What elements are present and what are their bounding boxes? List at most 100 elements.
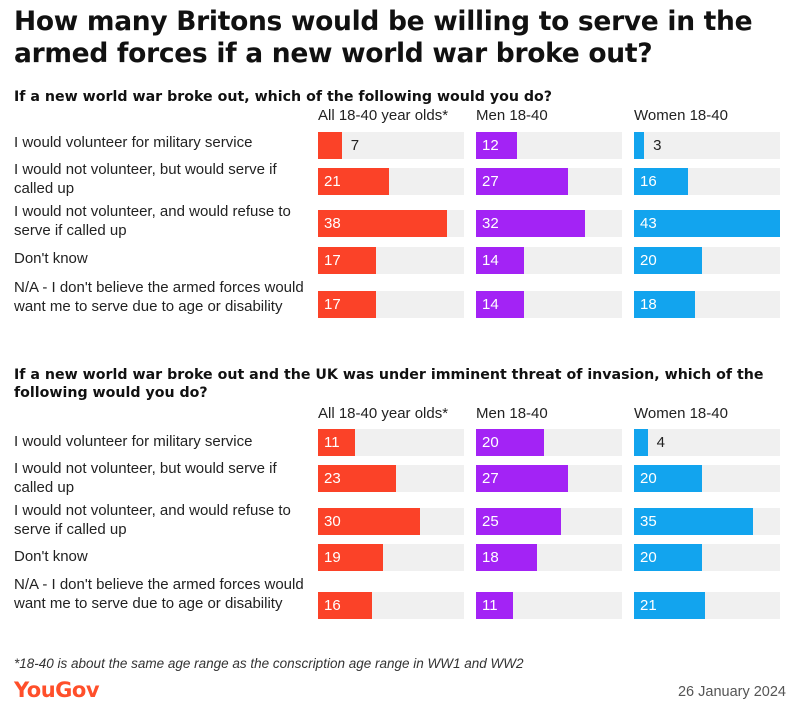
bar-women <box>634 592 706 619</box>
data-label: 20 <box>640 252 657 269</box>
bar-track: 11 <box>476 592 622 619</box>
bar-women <box>634 429 648 456</box>
data-label: 43 <box>640 215 657 232</box>
bar-track: 19 <box>318 544 464 571</box>
data-label: 21 <box>324 173 341 190</box>
data-label: 35 <box>640 513 657 530</box>
bar-all <box>318 132 342 159</box>
row-label: I would not volunteer, and would refuse … <box>14 502 291 538</box>
bar-all <box>318 429 356 456</box>
bar-all <box>318 508 420 535</box>
bar-women <box>634 210 780 237</box>
data-label: 30 <box>324 513 341 530</box>
row-label: I would volunteer for military service <box>14 134 253 151</box>
publish-date: 26 January 2024 <box>677 684 786 700</box>
data-label: 25 <box>482 513 499 530</box>
row-label: Don't know <box>14 548 88 565</box>
bar-men <box>476 544 538 571</box>
bar-women <box>634 291 696 318</box>
yougov-logo: YouGov <box>14 678 100 702</box>
bar-track: 30 <box>318 508 464 535</box>
bar-all <box>318 544 383 571</box>
bar-track: 7 <box>318 132 464 159</box>
data-label: 11 <box>482 597 498 614</box>
bar-women <box>634 544 702 571</box>
bar-track: 3 <box>634 132 780 159</box>
row-label: N/A - I don't believe the armed forces w… <box>14 279 304 315</box>
bar-men <box>476 247 524 274</box>
column-header-men: Men 18-40 <box>476 107 548 124</box>
bar-track: 16 <box>634 168 780 195</box>
bar-track: 20 <box>634 544 780 571</box>
bar-track: 4 <box>634 429 780 456</box>
bar-women <box>634 168 689 195</box>
bar-track: 17 <box>318 291 464 318</box>
bar-track: 38 <box>318 210 464 237</box>
row-label: I would not volunteer, but would serve i… <box>14 460 277 496</box>
question-heading: If a new world war broke out and the UK … <box>14 367 764 401</box>
data-label: 38 <box>324 215 341 232</box>
bar-track: 14 <box>476 247 622 274</box>
bar-track: 20 <box>634 465 780 492</box>
bar-women <box>634 465 702 492</box>
bar-all <box>318 210 448 237</box>
row-label: I would volunteer for military service <box>14 433 253 450</box>
bar-women <box>634 508 753 535</box>
row-label: I would not volunteer, but would serve i… <box>14 161 277 197</box>
data-label: 27 <box>482 470 499 487</box>
bar-men <box>476 592 514 619</box>
data-label: 7 <box>350 137 360 154</box>
bar-track: 27 <box>476 465 622 492</box>
data-label: 20 <box>640 470 657 487</box>
data-label: 27 <box>482 173 499 190</box>
footnote: *18-40 is about the same age range as th… <box>14 656 524 671</box>
bar-track: 27 <box>476 168 622 195</box>
bar-track: 20 <box>634 247 780 274</box>
bar-track: 12 <box>476 132 622 159</box>
data-label: 16 <box>640 173 657 190</box>
data-label: 32 <box>482 215 499 232</box>
data-label: 14 <box>482 296 499 313</box>
bar-track: 23 <box>318 465 464 492</box>
data-label: 11 <box>324 434 340 451</box>
bar-track: 11 <box>318 429 464 456</box>
data-label: 4 <box>656 434 665 451</box>
data-label: 12 <box>482 137 499 154</box>
bar-track: 20 <box>476 429 622 456</box>
data-label: 19 <box>324 549 341 566</box>
bar-track: 21 <box>318 168 464 195</box>
data-label: 23 <box>324 470 341 487</box>
data-label: 20 <box>482 434 499 451</box>
bar-all <box>318 592 373 619</box>
bar-all <box>318 247 376 274</box>
column-header-women: Women 18-40 <box>634 107 728 124</box>
column-header-men: Men 18-40 <box>476 405 548 422</box>
data-label: 14 <box>482 252 499 269</box>
data-label: 16 <box>324 597 341 614</box>
bar-women <box>634 132 645 159</box>
bar-men <box>476 168 568 195</box>
data-label: 17 <box>324 296 341 313</box>
row-label: Don't know <box>14 250 88 267</box>
data-label: 18 <box>640 296 657 313</box>
bar-men <box>476 210 585 237</box>
data-label: 17 <box>324 252 341 269</box>
bar-track: 17 <box>318 247 464 274</box>
bar-all <box>318 291 376 318</box>
column-header-all: All 18-40 year olds* <box>318 107 449 124</box>
bar-women <box>634 247 702 274</box>
row-label: N/A - I don't believe the armed forces w… <box>14 576 304 612</box>
bar-track: 35 <box>634 508 780 535</box>
data-label: 3 <box>653 137 662 154</box>
row-label: I would not volunteer, and would refuse … <box>14 203 291 239</box>
data-label: 21 <box>640 597 657 614</box>
bar-men <box>476 508 561 535</box>
bar-track: 32 <box>476 210 622 237</box>
column-header-all: All 18-40 year olds* <box>318 405 449 422</box>
bar-men <box>476 291 524 318</box>
bar-track: 43 <box>634 210 780 237</box>
bar-men <box>476 429 544 456</box>
bar-all <box>318 168 390 195</box>
bar-track: 21 <box>634 592 780 619</box>
bar-men <box>476 465 568 492</box>
